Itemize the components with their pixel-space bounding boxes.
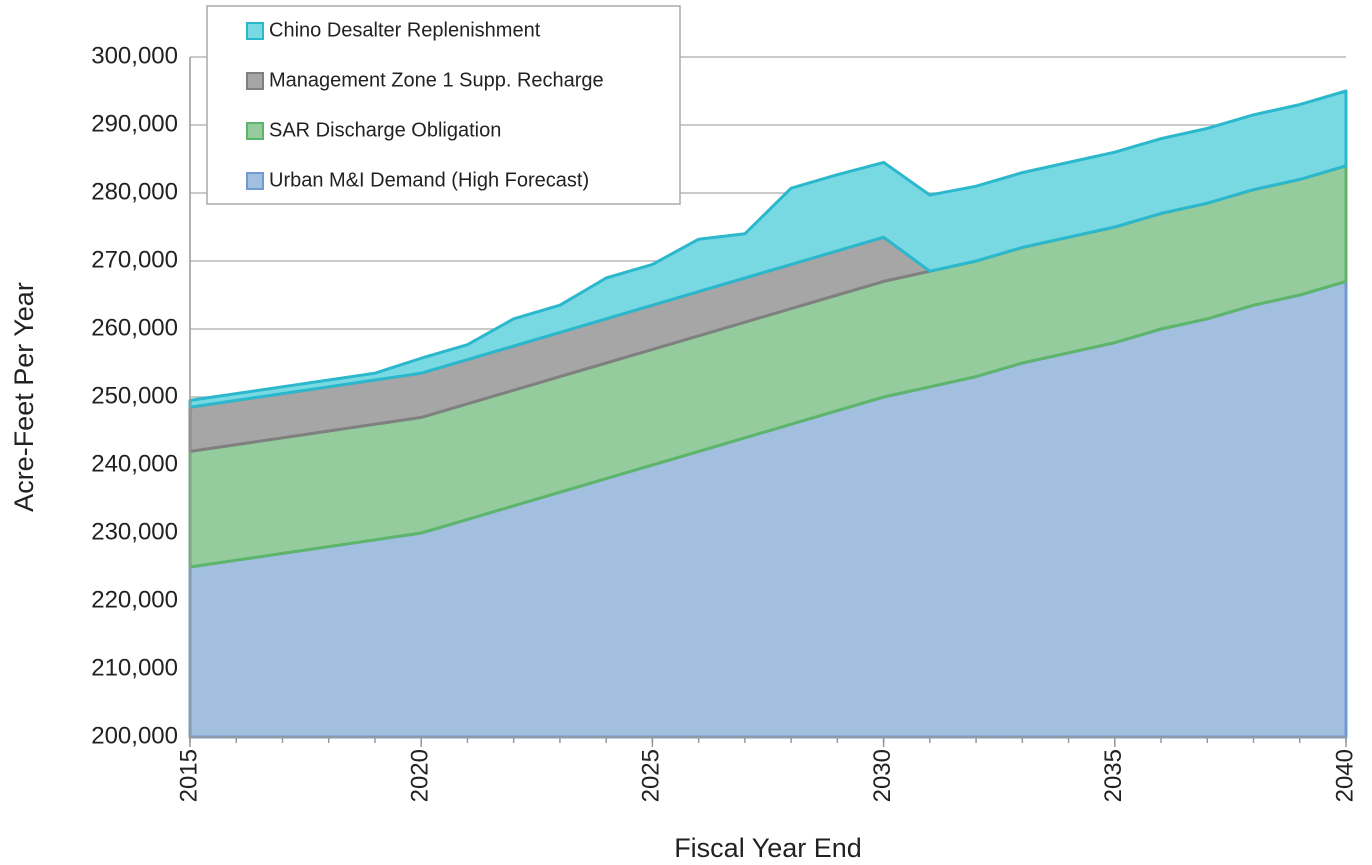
x-tick-label: 2025 [638, 749, 665, 802]
y-tick-label: 210,000 [91, 654, 178, 681]
area [188, 89, 1348, 409]
x-tick-label: 2035 [1100, 749, 1127, 802]
legend-label: Chino Desalter Replenishment [269, 19, 541, 41]
legend-box [206, 5, 681, 205]
y-tick-label: 290,000 [91, 110, 178, 137]
y-tick-label: 260,000 [91, 314, 178, 341]
y-tick-label: 200,000 [91, 722, 178, 749]
y-tick-label: 270,000 [91, 246, 178, 273]
y-axis-label: Acre-Feet Per Year [9, 282, 39, 512]
x-tick-label: 2015 [175, 749, 202, 802]
y-tick-label: 240,000 [91, 450, 178, 477]
y-tick-label: 280,000 [91, 178, 178, 205]
legend-label: Management Zone 1 Supp. Recharge [269, 69, 604, 91]
x-tick-label: 2040 [1331, 749, 1358, 802]
legend-label: Urban M&I Demand (High Forecast) [269, 169, 589, 191]
legend: Chino Desalter Replenishment Management Z… [206, 5, 681, 205]
x-tick-label: 2030 [869, 749, 896, 802]
y-tick-label: 250,000 [91, 382, 178, 409]
x-tick-label: 2020 [407, 749, 434, 802]
y-tick-label: 300,000 [91, 42, 178, 69]
legend-swatch [246, 122, 264, 140]
legend-swatch [246, 172, 264, 190]
legend-swatch [246, 22, 264, 40]
legend-swatch [246, 72, 264, 90]
legend-label: SAR Discharge Obligation [269, 119, 501, 141]
y-tick-label: 230,000 [91, 518, 178, 545]
y-tick-label: 220,000 [91, 586, 178, 613]
x-axis-label: Fiscal Year End [674, 833, 862, 863]
